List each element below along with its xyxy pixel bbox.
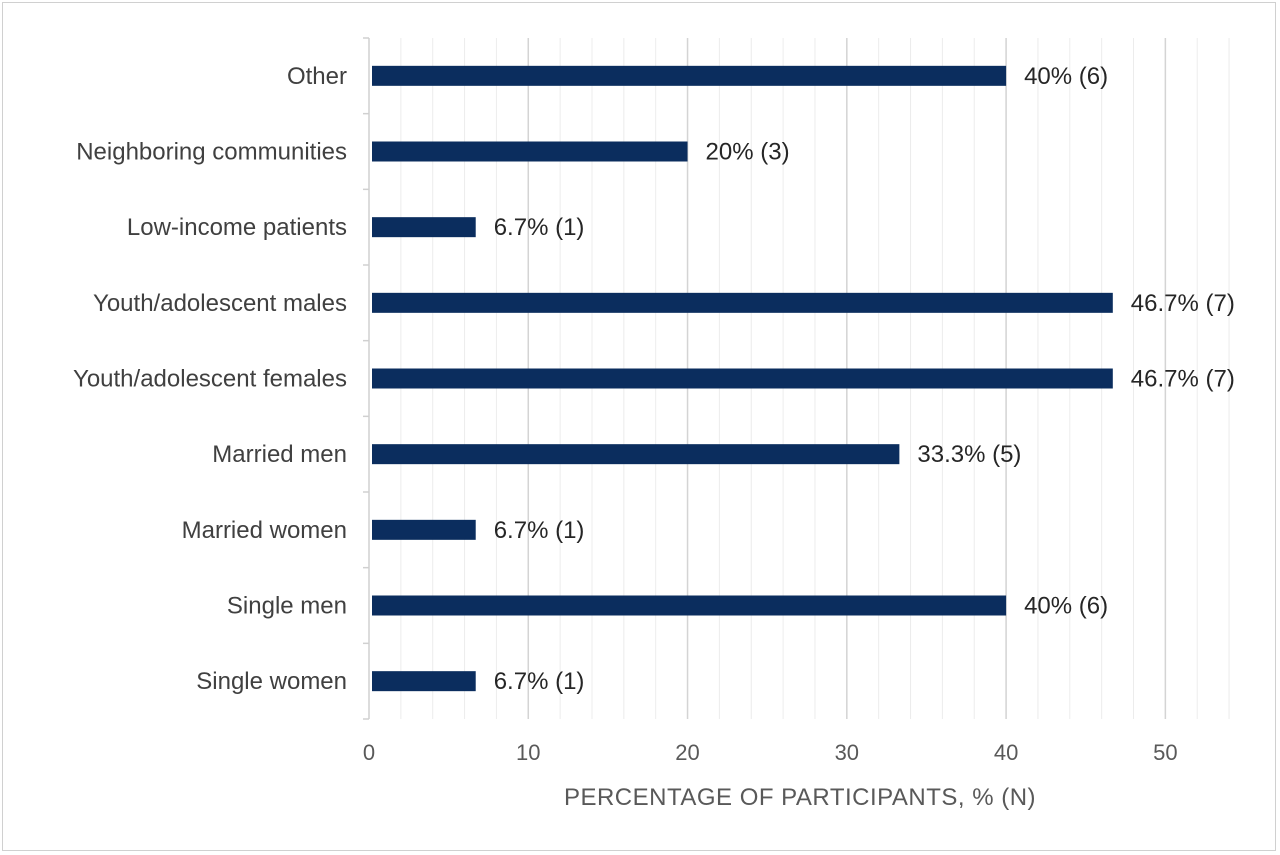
data-label: 6.7% (1)	[494, 517, 585, 544]
data-label: 6.7% (1)	[494, 668, 585, 695]
category-label: Single men	[227, 593, 347, 620]
x-tick-label: 30	[835, 740, 859, 765]
data-label: 33.3% (5)	[917, 441, 1021, 468]
x-tick-label: 20	[675, 740, 699, 765]
bar	[372, 671, 476, 692]
bar	[372, 141, 688, 162]
axes	[363, 37, 370, 720]
bar	[372, 595, 1007, 616]
category-labels: Other Neighboring communities Low-income p…	[73, 63, 347, 695]
category-label: Youth/adolescent females	[73, 366, 347, 393]
x-tick-label: 0	[363, 740, 375, 765]
x-axis-title: PERCENTAGE OF PARTICIPANTS, % (N)	[564, 784, 1036, 811]
bar	[372, 519, 476, 540]
bar	[372, 444, 900, 465]
category-label: Low-income patients	[127, 214, 347, 241]
bar	[372, 292, 1113, 313]
bar	[372, 217, 476, 238]
category-label: Married women	[182, 517, 347, 544]
category-label: Married men	[212, 441, 347, 468]
data-label: 46.7% (7)	[1131, 290, 1235, 317]
x-tick-label: 40	[994, 740, 1018, 765]
x-tick-labels: 0 10 20 30 40 50	[363, 740, 1178, 765]
data-label: 20% (3)	[706, 139, 790, 166]
x-tick-label: 10	[516, 740, 540, 765]
data-label: 40% (6)	[1024, 63, 1108, 90]
bars	[372, 65, 1113, 692]
data-labels: 40% (6) 20% (3) 6.7% (1) 46.7% (7) 46.7% (7)…	[494, 63, 1235, 695]
data-label: 46.7% (7)	[1131, 366, 1235, 393]
category-label: Neighboring communities	[76, 139, 347, 166]
bar-chart: Other Neighboring communities Low-income p…	[73, 37, 1235, 811]
bar	[372, 368, 1113, 389]
category-label: Youth/adolescent males	[93, 290, 347, 317]
x-tick-label: 50	[1153, 740, 1177, 765]
category-label: Other	[287, 63, 347, 90]
category-label: Single women	[196, 668, 347, 695]
data-label: 40% (6)	[1024, 593, 1108, 620]
bar	[372, 65, 1007, 86]
data-label: 6.7% (1)	[494, 214, 585, 241]
